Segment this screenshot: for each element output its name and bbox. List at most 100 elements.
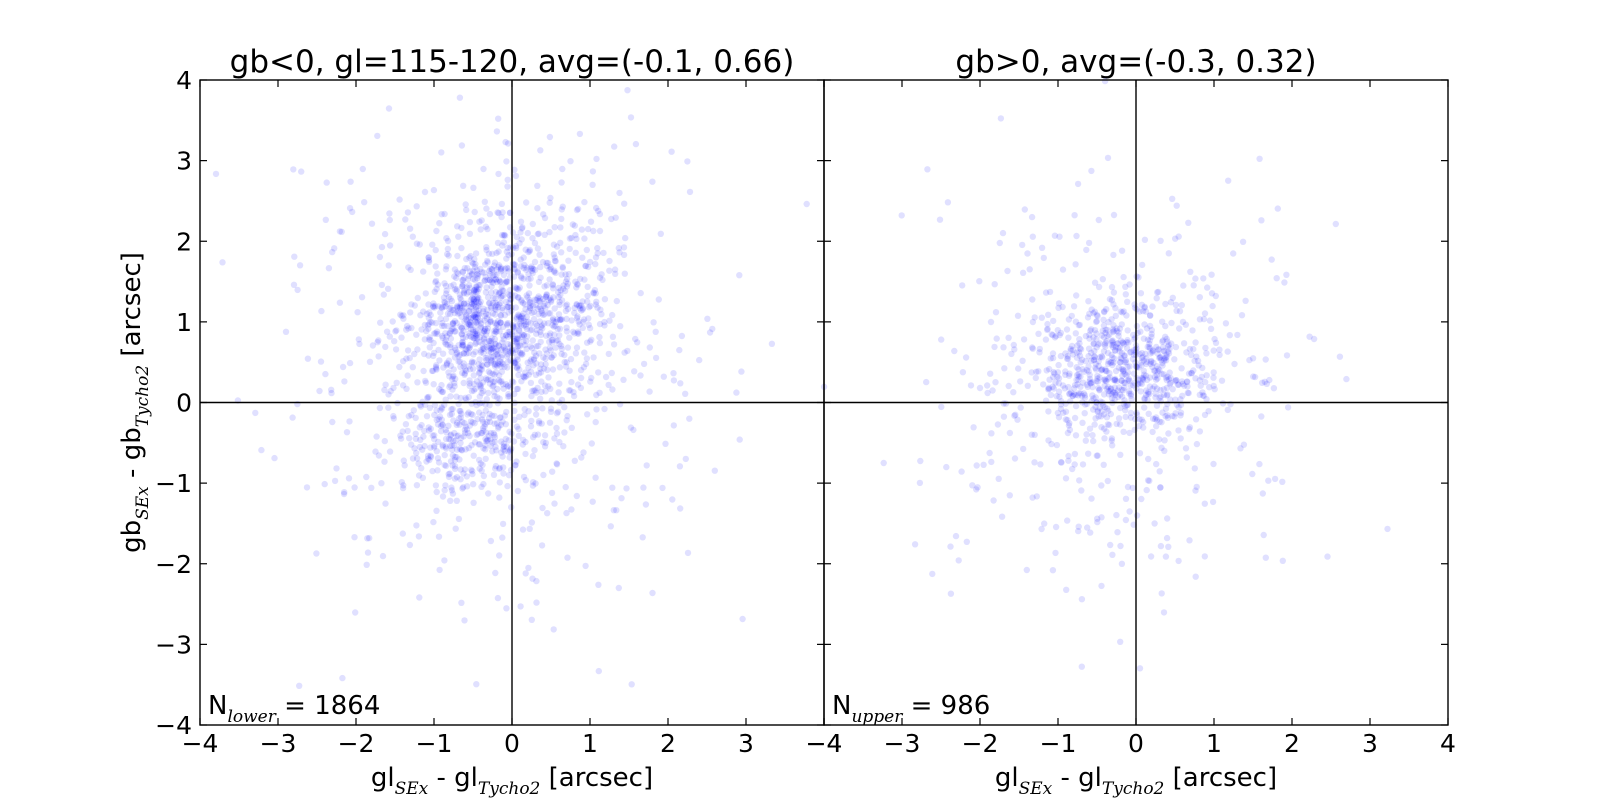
scatter-point	[406, 354, 413, 362]
scatter-point	[1120, 308, 1128, 315]
scatter-point	[1105, 387, 1112, 394]
scatter-point	[451, 380, 458, 387]
y-tick-label: −3	[155, 630, 192, 659]
scatter-point	[533, 296, 540, 304]
scatter-point	[438, 381, 445, 389]
scatter-point	[536, 420, 543, 427]
scatter-point	[448, 442, 456, 449]
scatter-point	[386, 333, 393, 340]
scatter-point	[527, 265, 534, 272]
scatter-point	[988, 458, 995, 466]
scatter-point	[472, 319, 480, 326]
scatter-point	[1075, 392, 1082, 399]
scatter-point	[1164, 414, 1172, 421]
scatter-point	[1124, 377, 1132, 384]
scatter-point	[1183, 349, 1190, 356]
scatter-point	[434, 281, 442, 288]
scatter-point	[447, 344, 454, 351]
scatter-point	[1212, 339, 1220, 346]
scatter-point	[498, 351, 506, 359]
scatter-point	[486, 299, 493, 306]
scatter-point	[484, 328, 491, 335]
scatter-point	[466, 254, 473, 261]
scatter-point	[476, 370, 483, 377]
scatter-point	[466, 230, 474, 237]
scatter-point	[1149, 303, 1156, 310]
scatter-point	[491, 344, 498, 352]
scatter-point	[542, 293, 550, 300]
scatter-point	[485, 376, 492, 383]
scatter-point	[589, 168, 597, 175]
scatter-point	[455, 515, 463, 523]
scatter-point	[537, 305, 545, 313]
scatter-point	[460, 307, 467, 314]
scatter-point	[1140, 367, 1148, 374]
scatter-point	[386, 448, 394, 455]
scatter-point	[565, 270, 573, 278]
scatter-point	[456, 445, 464, 452]
scatter-point	[538, 322, 546, 329]
scatter-point	[1133, 322, 1141, 330]
scatter-point	[471, 380, 478, 388]
scatter-point	[1121, 359, 1128, 366]
scatter-point	[498, 354, 505, 361]
scatter-point	[433, 328, 441, 335]
scatter-point	[1164, 338, 1171, 345]
scatter-point	[1066, 370, 1073, 377]
scatter-point	[346, 418, 353, 425]
scatter-point	[1106, 295, 1114, 303]
scatter-point	[1138, 380, 1146, 388]
scatter-point	[535, 230, 542, 237]
scatter-point	[986, 449, 993, 457]
scatter-point	[1085, 363, 1092, 370]
scatter-point	[606, 257, 613, 265]
scatter-point	[1083, 431, 1090, 438]
scatter-point	[1183, 454, 1191, 461]
scatter-point	[988, 430, 995, 437]
scatter-point	[457, 410, 465, 417]
scatter-point	[445, 369, 452, 376]
scatter-point	[465, 444, 473, 452]
scatter-point	[470, 372, 477, 379]
scatter-point	[475, 311, 482, 319]
scatter-point	[559, 263, 566, 271]
scatter-point	[349, 208, 356, 216]
scatter-point	[1047, 391, 1055, 399]
scatter-point	[493, 447, 500, 454]
scatter-point	[535, 311, 542, 318]
scatter-point	[643, 462, 650, 469]
scatter-point	[552, 258, 559, 265]
scatter-point	[492, 305, 499, 313]
scatter-point	[586, 258, 594, 266]
scatter-point	[437, 309, 444, 316]
scatter-point	[550, 294, 557, 301]
scatter-point	[1109, 551, 1116, 558]
scatter-point	[461, 429, 469, 437]
scatter-point	[1140, 418, 1147, 426]
scatter-point	[512, 462, 519, 469]
scatter-point	[585, 263, 592, 271]
scatter-point	[468, 466, 475, 473]
scatter-point	[474, 430, 482, 438]
scatter-point	[539, 295, 547, 303]
scatter-point	[473, 275, 481, 282]
scatter-point	[458, 330, 465, 338]
scatter-point	[447, 436, 454, 443]
scatter-point	[1113, 327, 1121, 335]
scatter-point	[1122, 407, 1129, 414]
scatter-point	[569, 221, 576, 228]
scatter-point	[511, 261, 519, 268]
scatter-point	[1182, 445, 1190, 452]
scatter-point	[473, 319, 480, 326]
scatter-point	[504, 321, 511, 329]
x-tick-label: −4	[806, 729, 843, 758]
scatter-point	[580, 449, 587, 456]
scatter-point	[573, 315, 581, 322]
scatter-point	[483, 315, 491, 322]
scatter-point	[450, 366, 457, 373]
scatter-point	[541, 432, 549, 439]
scatter-point	[501, 311, 509, 319]
scatter-point	[550, 323, 558, 330]
scatter-point	[427, 318, 434, 326]
scatter-point	[525, 248, 532, 256]
